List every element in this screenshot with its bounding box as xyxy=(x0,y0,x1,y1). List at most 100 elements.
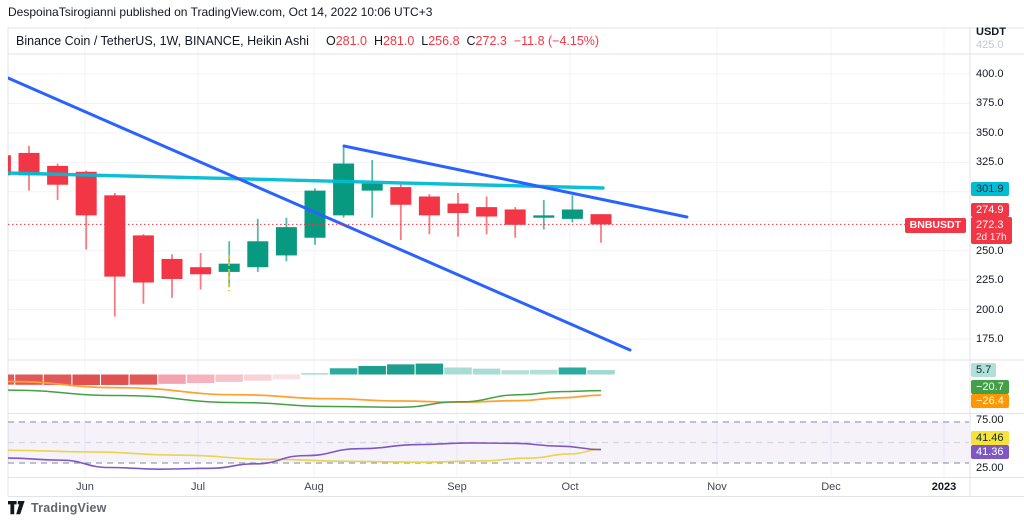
time-axis-tick-nov: Nov xyxy=(707,481,727,493)
macd-histogram-bar xyxy=(244,374,272,381)
tradingview-logo-text: TradingView xyxy=(31,501,107,515)
symbol-price-tag: BNBUSDT xyxy=(904,218,966,233)
downtrend-minor-trendline[interactable] xyxy=(342,144,689,219)
macd-histogram-bar xyxy=(215,374,243,382)
candle-body xyxy=(476,207,498,217)
downtrend-major-trendline[interactable] xyxy=(8,76,632,352)
candle-body xyxy=(161,258,183,279)
candle-body xyxy=(132,235,154,283)
attribution-text: DespoinaTsirogianni published on Trading… xyxy=(8,5,433,19)
price-axis-tick: 400.0 xyxy=(976,68,1004,80)
candle-body xyxy=(590,214,612,225)
macd-histogram-bar xyxy=(587,370,615,375)
candle-body xyxy=(218,263,240,272)
rsi-ma-line xyxy=(8,448,602,463)
macd-histogram-bar xyxy=(358,365,386,375)
ohlc-low-key: L xyxy=(421,34,429,48)
candle-body xyxy=(333,163,355,216)
macd-histogram-bar xyxy=(415,363,444,375)
axis-label-trendline-value: 301.9 xyxy=(971,182,1009,196)
candle-body xyxy=(8,155,11,176)
macd-histogram-bar xyxy=(387,364,415,375)
price-axis-tick: 425.0 xyxy=(976,38,1004,51)
time-axis-tick-sep: Sep xyxy=(447,481,467,493)
macd-histogram-bar xyxy=(530,369,558,375)
candle-body xyxy=(18,152,40,176)
macd-histogram-bar xyxy=(329,368,358,375)
candle-body xyxy=(247,241,269,268)
ohlc-high-value: 281.0 xyxy=(383,34,415,48)
candle-body xyxy=(561,209,583,219)
resistance-trendline[interactable] xyxy=(8,171,605,190)
macd-histogram-bar xyxy=(558,367,587,375)
price-axis-tick: 250.0 xyxy=(976,244,1004,257)
macd-histogram-bar xyxy=(43,374,72,385)
change-value: −11.8 (−4.15%) xyxy=(513,34,600,48)
candle-body xyxy=(75,171,97,216)
candle-body xyxy=(190,267,212,275)
rsi-upper-band-label: 75.00 xyxy=(976,413,1004,426)
tradingview-logo-icon xyxy=(8,501,25,515)
axis-label-last-price: 272.3 2d 17h xyxy=(971,217,1012,244)
symbol-title: Binance Coin / TetherUS, 1W, BINANCE, He… xyxy=(16,34,309,48)
axis-label-macd-orange: −26.4 xyxy=(971,393,1009,408)
axis-label-macd-green: −20.7 xyxy=(971,380,1009,394)
macd-histogram-bar xyxy=(8,374,15,385)
last-price-value: 272.3 xyxy=(976,219,1004,231)
bar-countdown: 2d 17h xyxy=(976,232,1007,243)
candle-body xyxy=(275,227,297,256)
ohlc-low-value: 256.8 xyxy=(428,34,460,48)
macd-histogram-bar xyxy=(101,374,129,385)
macd-histogram-bar xyxy=(129,374,158,385)
gridlines xyxy=(7,27,1024,497)
rsi-lower-band-label: 25.00 xyxy=(976,461,1004,474)
time-axis-tick-oct: Oct xyxy=(561,481,579,493)
rsi-line xyxy=(8,442,602,470)
candle-body xyxy=(504,209,526,225)
price-axis-tick: 200.0 xyxy=(976,303,1004,316)
macd-histogram-bar xyxy=(472,368,501,375)
tradingview-logo[interactable]: TradingView xyxy=(8,501,107,515)
macd-histogram-bar xyxy=(444,367,472,375)
candle-body xyxy=(533,215,555,218)
time-axis[interactable]: Jun Jul Aug Sep Oct Nov Dec 2023 xyxy=(0,481,1024,497)
ohlc-open-key: O xyxy=(325,34,336,48)
candle-body xyxy=(390,187,412,205)
ohlc-close-value: 272.3 xyxy=(475,34,507,48)
price-axis-tick: 225.0 xyxy=(976,274,1004,287)
macd-histogram-bar xyxy=(158,374,186,384)
axis-label-rsi-ma: 41.46 xyxy=(971,431,1009,445)
macd-histogram-bar xyxy=(501,370,529,375)
time-axis-tick-jun: Jun xyxy=(76,481,94,493)
axis-label-rsi: 41.36 xyxy=(971,444,1009,459)
price-axis-tick: 350.0 xyxy=(976,126,1004,139)
macd-green-line xyxy=(8,389,602,409)
ohlc-high-key: H xyxy=(373,34,383,48)
macd-orange-line xyxy=(8,380,602,404)
macd-histogram-bar xyxy=(72,374,100,386)
price-axis-currency: USDT xyxy=(976,26,1006,38)
candle-body xyxy=(418,196,440,216)
time-axis-tick-2023: 2023 xyxy=(931,481,957,493)
time-axis-tick-aug: Aug xyxy=(304,481,324,493)
macd-histogram-bar xyxy=(186,374,215,384)
price-axis-tick: 375.0 xyxy=(976,97,1004,110)
price-axis-tick: 325.0 xyxy=(976,156,1004,169)
axis-label-high-price: 274.9 xyxy=(971,203,1009,217)
time-axis-tick-dec: Dec xyxy=(821,481,841,493)
macd-histogram-bar xyxy=(15,374,43,385)
candle-body xyxy=(361,183,383,191)
time-axis-tick-jul: Jul xyxy=(190,481,206,493)
axis-label-macd-histogram: 5.7 xyxy=(971,363,997,377)
candle-body xyxy=(447,203,469,214)
symbol-legend[interactable]: Binance Coin / TetherUS, 1W, BINANCE, He… xyxy=(16,34,599,48)
plot-area[interactable] xyxy=(0,76,969,470)
ohlc-close-key: C xyxy=(466,34,476,48)
candle-body xyxy=(304,190,326,238)
price-axis-tick: 175.0 xyxy=(976,333,1004,346)
macd-histogram-bar xyxy=(301,373,329,375)
candle-body xyxy=(104,195,126,277)
ohlc-open-value: 281.0 xyxy=(335,34,367,48)
